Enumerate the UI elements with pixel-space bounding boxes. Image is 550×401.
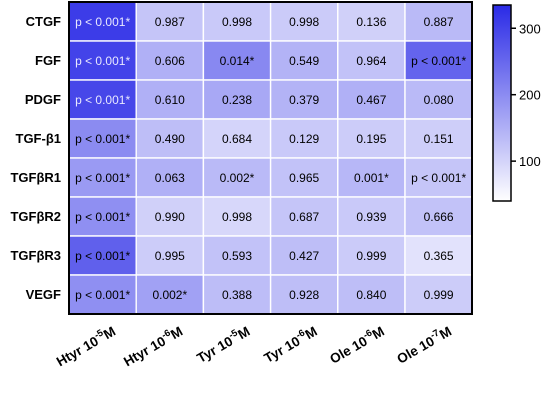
cell-value-label: 0.965	[289, 171, 319, 185]
cell-value-label: 0.610	[155, 93, 185, 107]
cell-value-label: p < 0.001*	[75, 132, 130, 146]
heatmap-cells: p < 0.001* 0.987 0.998 0.998 0.136 0.887 p < 0…	[68, 1, 473, 315]
cell-value-label: 0.684	[222, 132, 252, 146]
heatmap-cell	[68, 196, 137, 237]
cell-value-label: 0.549	[289, 54, 319, 68]
cell-value-label: 0.002*	[152, 288, 187, 302]
cell-value-label: 0.388	[222, 288, 252, 302]
cell-value-label: 0.379	[289, 93, 319, 107]
heatmap-cell	[135, 1, 205, 42]
cell-value-label: 0.928	[289, 288, 319, 302]
colorbar-tick-label: 300	[519, 21, 541, 36]
cell-value-label: 0.840	[356, 288, 386, 302]
cell-value-label: 0.999	[356, 249, 386, 263]
row-label: FGF	[35, 53, 61, 68]
heatmap-cell	[135, 118, 205, 159]
row-labels: CTGF FGF PDGF TGF-β1 TGFβR1 TGFβR2 TGFβR3 VEGF	[10, 14, 61, 302]
cell-value-label: p < 0.001*	[411, 54, 466, 68]
cell-value-label: 0.998	[289, 15, 319, 29]
row-label: CTGF	[26, 14, 61, 29]
cell-value-label: 0.063	[155, 171, 185, 185]
cell-value-label: 0.151	[424, 132, 454, 146]
cell-value-label: 0.593	[222, 249, 252, 263]
cell-value-label: 0.238	[222, 93, 252, 107]
cell-value-label: p < 0.001*	[75, 288, 130, 302]
cell-value-label: 0.999	[424, 288, 454, 302]
cell-value-label: 0.666	[424, 210, 454, 224]
cell-value-label: p < 0.001*	[411, 171, 466, 185]
row-label: TGFβR3	[10, 248, 61, 263]
row-label: TGF-β1	[16, 131, 62, 146]
plot-frame	[68, 1, 473, 315]
colorbar-gradient	[492, 4, 512, 202]
heatmap-cell	[68, 235, 137, 276]
cell-value-label: p < 0.001*	[75, 54, 130, 68]
heatmap-cell	[269, 274, 339, 315]
heatmap-cell	[404, 1, 473, 42]
heatmap-cell	[202, 274, 272, 315]
heatmap-cell	[404, 196, 473, 237]
heatmap-cell	[337, 157, 406, 198]
heatmap-cell	[135, 79, 205, 120]
heatmap-cell	[202, 157, 272, 198]
heatmap-cell	[404, 235, 473, 276]
heatmap-cell	[337, 118, 406, 159]
heatmap-cell	[269, 157, 339, 198]
row-label: TGFβR1	[10, 170, 61, 185]
column-label: Htyr 10-5M	[53, 322, 118, 369]
cell-value-label: 0.887	[424, 15, 454, 29]
cell-value-label: p < 0.001*	[75, 171, 130, 185]
column-label: Tyr 10-5M	[193, 322, 252, 366]
heatmap-cell	[202, 118, 272, 159]
heatmap-cell	[135, 40, 205, 81]
cell-value-label: 0.990	[155, 210, 185, 224]
colorbar: 100 200 300	[492, 4, 541, 202]
heatmap-cell	[269, 40, 339, 81]
cell-value-label: 0.195	[356, 132, 386, 146]
cell-value-label: 0.467	[356, 93, 386, 107]
row-label: VEGF	[26, 287, 61, 302]
cell-value-label: p < 0.001*	[75, 249, 130, 263]
colorbar-ticks: 100 200 300	[511, 21, 541, 169]
cell-value-label: 0.987	[155, 15, 185, 29]
cell-value-label: 0.490	[155, 132, 185, 146]
cell-value-label: p < 0.001*	[75, 15, 130, 29]
cell-value-label: 0.606	[155, 54, 185, 68]
cell-value-label: p < 0.001*	[75, 210, 130, 224]
heatmap-cell	[68, 118, 137, 159]
column-label: Tyr 10-6M	[261, 322, 320, 366]
row-label: PDGF	[25, 92, 61, 107]
column-label: Htyr 10-6M	[120, 322, 185, 369]
cell-value-label: 0.995	[155, 249, 185, 263]
cell-value-label: 0.998	[222, 210, 252, 224]
heatmap-cell	[404, 40, 473, 81]
cell-value-label: 0.687	[289, 210, 319, 224]
colorbar-tick-label: 100	[519, 154, 541, 169]
cell-value-label: 0.365	[424, 249, 454, 263]
heatmap-cell	[269, 79, 339, 120]
heatmap-cell	[337, 79, 406, 120]
column-label: Ole 10-6M	[326, 322, 387, 367]
cell-value-label: 0.939	[356, 210, 386, 224]
cell-value-label: 0.129	[289, 132, 319, 146]
cell-value-label: 0.136	[356, 15, 386, 29]
cell-value-label: 0.427	[289, 249, 319, 263]
cell-value-label: 0.001*	[354, 171, 389, 185]
heatmap-cell	[337, 274, 406, 315]
heatmap-cell	[404, 79, 473, 120]
heatmap-cell	[404, 274, 473, 315]
cell-value-label: 0.998	[222, 15, 252, 29]
cell-value-label: 0.014*	[220, 54, 255, 68]
cell-value-label: p < 0.001*	[75, 93, 130, 107]
cell-value-label: 0.080	[424, 93, 454, 107]
colorbar-tick-label: 200	[519, 88, 541, 103]
cell-value-label: 0.002*	[220, 171, 255, 185]
row-label: TGFβR2	[10, 209, 61, 224]
cell-value-label: 0.964	[356, 54, 386, 68]
column-label: Ole 10-7M	[393, 322, 454, 367]
heatmap-cell	[269, 118, 339, 159]
